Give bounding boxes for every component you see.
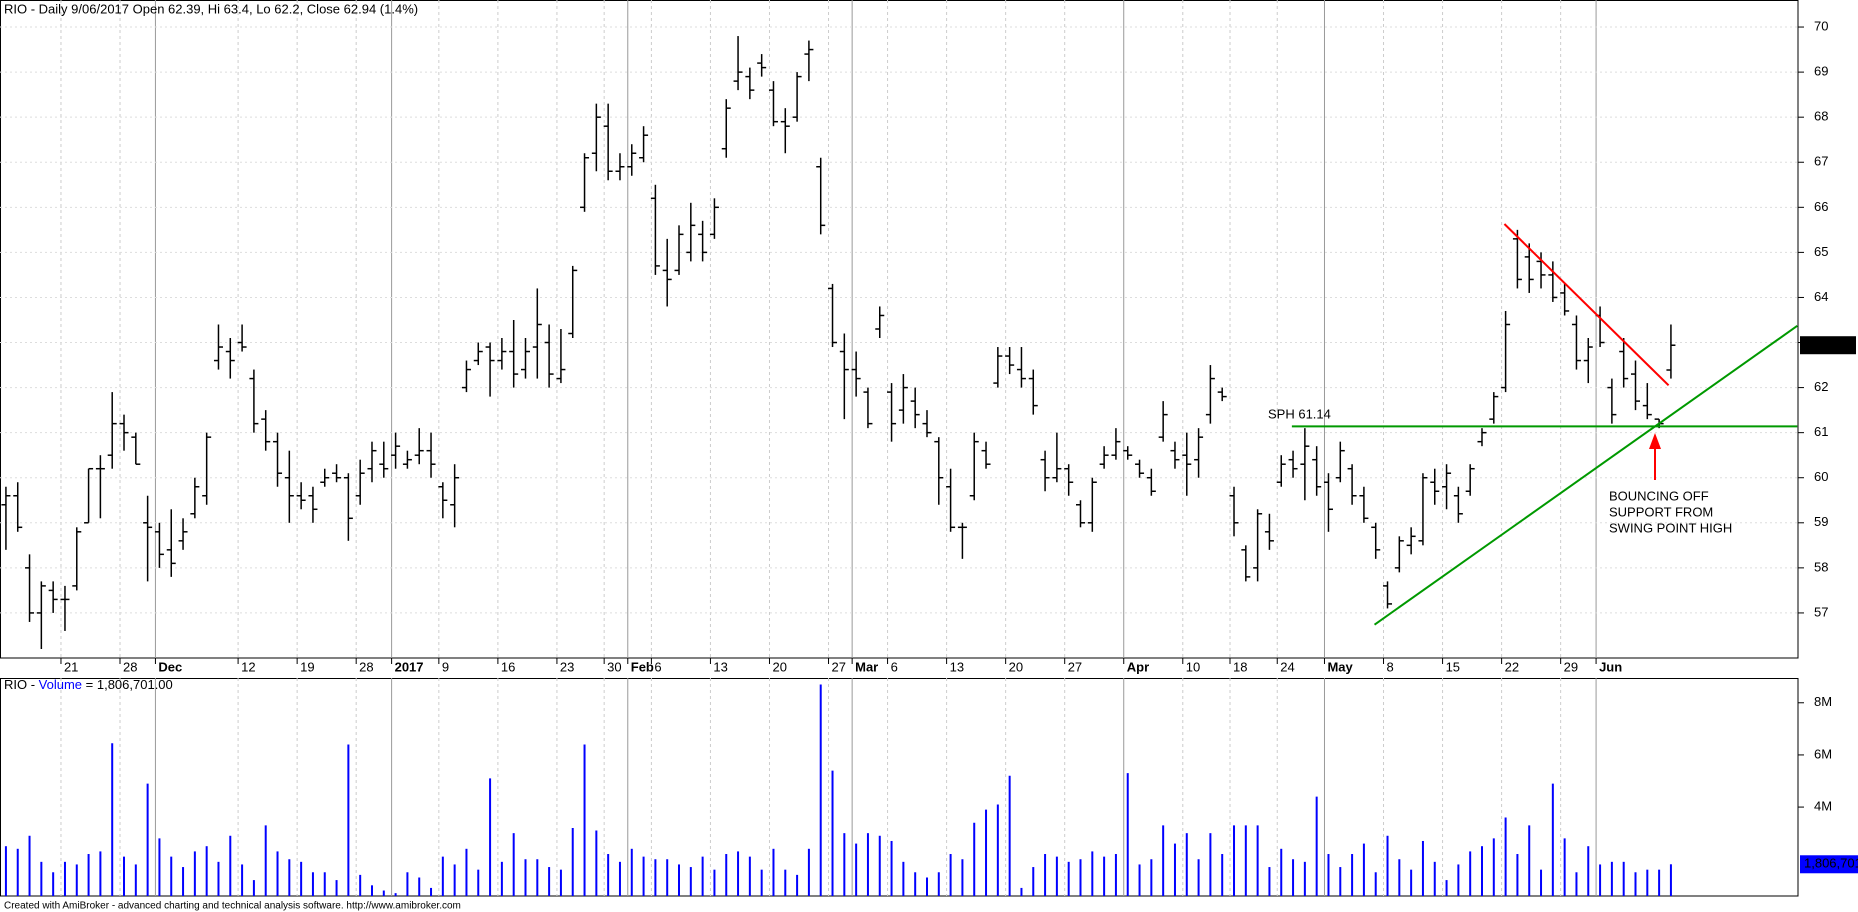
mark-layer <box>1 36 1798 896</box>
trendline <box>1503 223 1670 387</box>
y-tick-label: 6M <box>1814 746 1832 761</box>
x-tick-label: Apr <box>1127 659 1149 674</box>
y-tick-label: 57 <box>1814 604 1828 619</box>
y-tick-label: 69 <box>1814 64 1828 79</box>
x-tick-label: 23 <box>560 659 574 674</box>
y-tick-label: 59 <box>1814 514 1828 529</box>
volume-title: RIO - Volume = 1,806,701.00 <box>4 677 173 692</box>
x-tick-label: 15 <box>1446 659 1460 674</box>
y-tick-label: 60 <box>1814 469 1828 484</box>
note-line: SWING POINT HIGH <box>1609 520 1732 535</box>
x-tick-label: May <box>1327 659 1353 674</box>
y-tick-label: 8M <box>1814 694 1832 709</box>
footer: Created with AmiBroker - advanced charti… <box>4 901 461 912</box>
y-tick-label: 66 <box>1814 199 1828 214</box>
x-tick-label: 27 <box>832 659 846 674</box>
y-tick-label: 62 <box>1814 379 1828 394</box>
y-tick-label: 68 <box>1814 109 1828 124</box>
x-tick-label: Jun <box>1599 659 1622 674</box>
note-line: BOUNCING OFF <box>1609 488 1709 503</box>
x-tick-label: 22 <box>1505 659 1519 674</box>
x-tick-label: 16 <box>501 659 515 674</box>
x-tick-label: 13 <box>713 659 727 674</box>
x-tick-label: 21 <box>64 659 78 674</box>
sph-label: SPH 61.14 <box>1268 406 1331 421</box>
x-tick-label: 8 <box>1387 659 1394 674</box>
x-tick-label: 30 <box>607 659 621 674</box>
x-tick-label: 20 <box>772 659 786 674</box>
volume-title-value: = 1,806,701.00 <box>82 677 173 692</box>
grid-layer <box>0 0 1804 896</box>
volume-series-name: Volume <box>39 677 82 692</box>
last-price-label: 62.94 <box>1808 337 1841 352</box>
x-tick-label: 13 <box>950 659 964 674</box>
x-tick-label: 28 <box>359 659 373 674</box>
x-tick-label: 10 <box>1186 659 1200 674</box>
x-tick-label: 2017 <box>395 659 424 674</box>
y-tick-label: 64 <box>1814 289 1828 304</box>
note-line: SUPPORT FROM <box>1609 504 1713 519</box>
volume-panel-frame <box>0 678 1799 897</box>
y-tick-label: 58 <box>1814 559 1828 574</box>
last-price-tag <box>1800 336 1856 355</box>
x-tick-label: 27 <box>1068 659 1082 674</box>
x-tick-label: 24 <box>1280 659 1294 674</box>
x-tick-label: Dec <box>158 659 182 674</box>
y-tick-label: 61 <box>1814 424 1828 439</box>
y-tick-label: 70 <box>1814 18 1828 33</box>
chart-title: RIO - Daily 9/06/2017 Open 62.39, Hi 63.… <box>4 1 418 16</box>
x-tick-label: 6 <box>891 659 898 674</box>
price-panel-frame <box>0 0 1799 659</box>
x-tick-label: 29 <box>1564 659 1578 674</box>
arrow-head <box>1649 433 1661 449</box>
y-tick-label: 67 <box>1814 154 1828 169</box>
last-volume-label: 1,806,701 <box>1804 856 1858 871</box>
x-tick-label: 12 <box>241 659 255 674</box>
x-tick-label: 6 <box>654 659 661 674</box>
x-tick-label: 20 <box>1009 659 1023 674</box>
y-tick-label: 4M <box>1814 799 1832 814</box>
last-volume-tag <box>1800 855 1858 874</box>
x-tick-label: Mar <box>855 659 878 674</box>
volume-title-prefix: RIO - <box>4 677 39 692</box>
x-tick-label: 28 <box>123 659 137 674</box>
x-tick-label: Feb <box>631 659 654 674</box>
x-tick-label: 9 <box>442 659 449 674</box>
y-tick-label: 65 <box>1814 244 1828 259</box>
trendline <box>1373 325 1798 626</box>
x-tick-label: 19 <box>300 659 314 674</box>
x-tick-label: 18 <box>1233 659 1247 674</box>
